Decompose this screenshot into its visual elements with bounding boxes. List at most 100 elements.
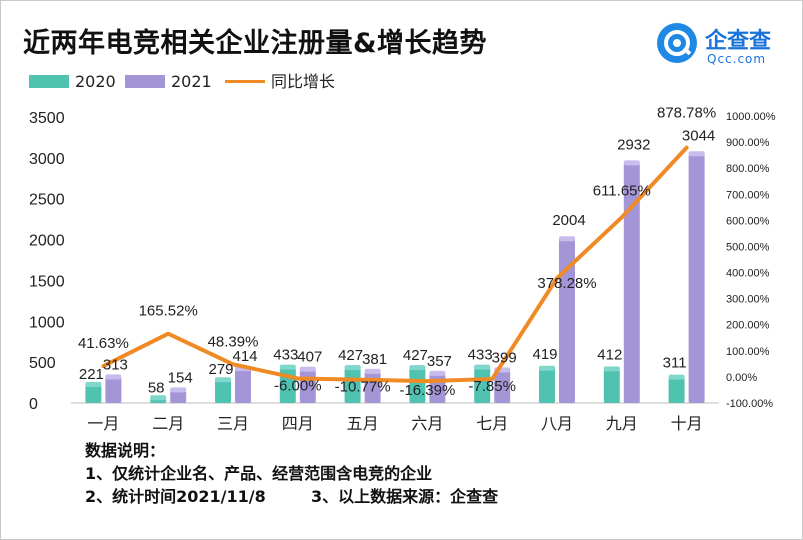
notes-line-2a: 2、统计时间2021/11/8: [85, 487, 266, 506]
bar-2020: [215, 380, 231, 403]
bar-2021-top: [559, 236, 575, 242]
logo-subtitle: Qcc.com: [707, 52, 767, 66]
growth-label: 611.65%: [593, 182, 651, 199]
data-label-2020: 433: [468, 347, 493, 364]
qcc-logo: 企查查 Qcc.com: [655, 19, 790, 69]
bar-2021-top: [688, 151, 705, 157]
legend-item-2020: 2020: [29, 71, 124, 93]
y-right-tick-label: 0.00%: [726, 372, 757, 384]
bar-2021-top: [429, 370, 446, 376]
bar-2020: [409, 368, 426, 403]
bar-2021: [688, 154, 705, 403]
bar-2021: [494, 370, 511, 403]
legend-label-2021: 2021: [171, 72, 212, 91]
growth-label: 378.28%: [537, 275, 596, 292]
bar-2020-top: [279, 364, 296, 370]
legend-label-growth: 同比增长: [271, 72, 336, 91]
data-label-2020: 221: [79, 366, 104, 383]
bar-2020-top: [344, 365, 361, 371]
bar-2020-top: [603, 366, 620, 372]
y-left-tick-label: 500: [29, 355, 56, 372]
bar-2020: [603, 369, 620, 403]
x-tick-label: 八月: [541, 414, 573, 433]
y-left-tick-label: 3000: [29, 151, 65, 168]
x-tick-label: 六月: [411, 414, 443, 433]
growth-label: -7.85%: [468, 378, 516, 395]
bar-2020-top: [474, 364, 491, 370]
y-right-tick-label: 100.00%: [726, 346, 770, 358]
y-left-tick-label: 0: [29, 396, 38, 413]
legend-swatch-2020: [29, 75, 69, 88]
data-label-2021: 313: [103, 356, 128, 373]
y-right-tick-label: 800.00%: [726, 163, 770, 175]
data-label-2020: 412: [597, 346, 622, 363]
legend-item-growth: 同比增长: [225, 71, 355, 93]
bar-2020-top: [215, 377, 231, 383]
legend-item-2021: 2021: [125, 71, 225, 93]
bar-2020-top: [150, 395, 167, 401]
y-right-tick-label: 600.00%: [726, 215, 770, 227]
x-tick-label: 三月: [217, 414, 249, 433]
x-tick-label: 四月: [282, 414, 314, 433]
bar-2021-top: [170, 387, 187, 393]
bar-2021: [105, 377, 122, 403]
y-right-tick-label: 200.00%: [726, 320, 770, 332]
data-label-2020: 311: [663, 355, 687, 372]
notes-heading: 数据说明：: [85, 441, 166, 460]
bar-2021: [170, 390, 187, 403]
bar-2020-top: [539, 365, 555, 371]
legend-label-2020: 2020: [75, 72, 116, 91]
growth-label: -6.00%: [274, 377, 322, 394]
y-left-tick-label: 1000: [29, 314, 65, 331]
data-label-2020: 427: [338, 347, 363, 364]
data-label-2020: 433: [273, 347, 298, 364]
y-right-tick-label: 300.00%: [726, 294, 770, 306]
chart-plot: 0 500 1000 1500 2000 2500 3000 3500 -100.00% 0.00…: [29, 105, 776, 433]
growth-label: 878.78%: [657, 105, 716, 122]
bar-2020-top: [85, 381, 102, 387]
data-label-2021: 414: [232, 348, 257, 365]
chart-title: 近两年电竞相关企业注册量&增长趋势: [23, 28, 488, 59]
y-right-tick-label: 400.00%: [726, 268, 770, 280]
y-left-tick-label: 1500: [29, 273, 65, 290]
notes-line-1: 1、仅统计企业名、产品、经营范围含电竞的企业: [85, 464, 433, 483]
data-label-2021: 2004: [552, 212, 585, 229]
y-right-tick-label: 700.00%: [726, 189, 770, 201]
data-label-2021: 357: [427, 353, 452, 370]
x-tick-label: 七月: [476, 414, 508, 433]
bar-2021: [623, 163, 640, 403]
bar-2021-top: [105, 374, 122, 380]
bar-2021-top: [299, 366, 316, 372]
growth-label: 165.52%: [139, 303, 198, 320]
logo-mark-icon: [657, 23, 697, 63]
x-tick-label: 五月: [347, 414, 379, 433]
y-right-tick-label: 1000.00%: [726, 111, 776, 123]
data-label-2020: 279: [208, 361, 233, 378]
growth-label: -10.77%: [335, 379, 391, 396]
legend-swatch-2021: [125, 75, 165, 88]
bar-2020: [668, 377, 685, 403]
data-label-2021: 3044: [682, 127, 715, 144]
data-label-2021: 2932: [617, 136, 650, 153]
bar-2020: [539, 368, 555, 403]
y-right-tick-label: -100.00%: [726, 398, 773, 410]
bar-2021-top: [623, 160, 640, 166]
notes-line-2b: 3、以上数据来源：企查查: [311, 487, 499, 506]
x-tick-label: 一月: [87, 414, 119, 433]
data-label-2021: 154: [168, 369, 193, 386]
data-label-2021: 399: [492, 349, 517, 366]
data-label-2020: 58: [148, 379, 165, 396]
bar-2021-top: [364, 368, 381, 374]
data-label-2021: 407: [297, 349, 322, 366]
bar-2020: [344, 368, 361, 403]
y-left-tick-label: 2000: [29, 233, 65, 250]
x-tick-label: 九月: [606, 414, 638, 433]
growth-label: 48.39%: [208, 333, 259, 350]
bar-2020-top: [409, 365, 426, 371]
y-left-tick-label: 3500: [29, 110, 65, 127]
logo-name: 企查查: [705, 29, 772, 54]
x-tick-label: 二月: [152, 414, 184, 433]
legend-swatch-growth: [225, 80, 265, 83]
bar-2021: [559, 239, 575, 403]
